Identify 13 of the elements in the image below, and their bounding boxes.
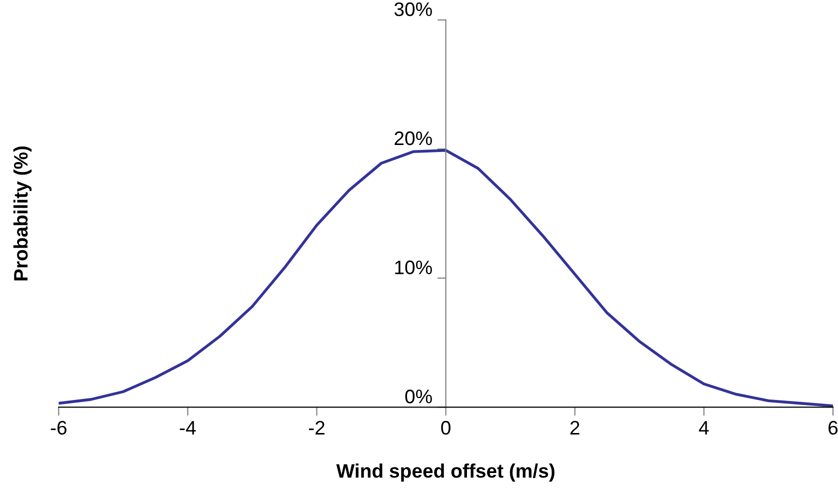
x-tick-label: 0 — [441, 420, 450, 435]
x-tick-label: 4 — [698, 421, 709, 434]
x-tick-label: -2 — [308, 420, 324, 434]
x-tick-label: -6 — [50, 420, 66, 435]
y-tick-label: 30% — [394, 2, 432, 16]
y-tick-label: 10% — [395, 260, 432, 274]
y-tick-label: 0% — [405, 390, 432, 404]
y-axis-title: Probability (%) — [13, 146, 32, 280]
y-tick-label: 20% — [394, 131, 432, 146]
x-tick-label: 6 — [828, 420, 838, 435]
x-axis-title: Wind speed offset (m/s) — [336, 464, 554, 482]
x-tick-label: -4 — [180, 421, 196, 434]
x-tick-label: 2 — [570, 420, 580, 434]
